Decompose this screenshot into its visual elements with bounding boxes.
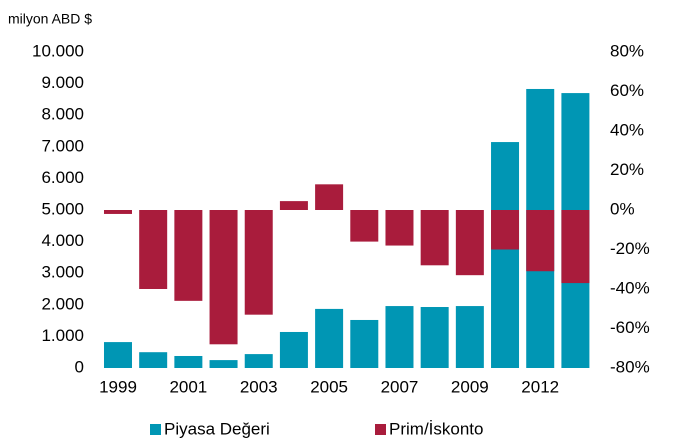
x-tick-label: 2012 (521, 377, 559, 396)
x-tick-label: 2007 (381, 377, 419, 396)
bar (103, 342, 132, 368)
bar (244, 210, 273, 315)
bar (209, 210, 238, 345)
y-tick-label: 7.000 (41, 136, 84, 155)
y-tick-label: 1.000 (41, 326, 84, 345)
bar (279, 201, 308, 210)
bar (526, 210, 555, 272)
x-tick-label: 2009 (451, 377, 489, 396)
bar (420, 307, 449, 368)
bar (455, 306, 484, 368)
bar (209, 360, 238, 368)
y2-tick-label: -40% (610, 278, 650, 297)
y-tick-label: 9.000 (41, 73, 84, 92)
bar (385, 306, 414, 368)
bar (350, 210, 379, 242)
x-tick-label: 1999 (99, 377, 137, 396)
y2-tick-label: 80% (610, 41, 644, 60)
bar (315, 308, 344, 368)
y-tick-label: 3.000 (41, 263, 84, 282)
bar (420, 210, 449, 266)
y-tick-label: 4.000 (41, 231, 84, 250)
legend-swatch (375, 424, 386, 435)
bar (315, 184, 344, 210)
legend-swatch (150, 424, 161, 435)
y2-tick-label: 40% (610, 120, 644, 139)
y2-tick-label: 60% (610, 81, 644, 100)
y2-tick-label: -60% (610, 318, 650, 337)
bar (139, 352, 168, 368)
x-tick-label: 2001 (169, 377, 207, 396)
bar (455, 210, 484, 276)
bar (103, 210, 132, 214)
y2-tick-label: -80% (610, 357, 650, 376)
legend-label: Piyasa Değeri (164, 419, 270, 438)
bar (350, 319, 379, 368)
bar (491, 210, 520, 250)
bar (561, 210, 590, 284)
axis-unit-label: milyon ABD $ (8, 11, 92, 27)
bar (174, 210, 203, 301)
y2-tick-label: 0% (610, 199, 635, 218)
y-tick-label: 10.000 (32, 41, 84, 60)
bar (279, 331, 308, 368)
legend-label: Prim/İskonto (389, 419, 483, 438)
bar (244, 354, 273, 368)
y-tick-label: 8.000 (41, 105, 84, 124)
y-tick-label: 6.000 (41, 168, 84, 187)
y2-tick-label: -20% (610, 239, 650, 258)
y-tick-label: 5.000 (41, 199, 84, 218)
bar (139, 210, 168, 289)
y-tick-label: 2.000 (41, 294, 84, 313)
bar (385, 210, 414, 246)
y-tick-label: 0 (75, 357, 84, 376)
bar (491, 142, 520, 368)
bar (174, 355, 203, 368)
x-tick-label: 2003 (240, 377, 278, 396)
y2-tick-label: 20% (610, 160, 644, 179)
x-tick-label: 2005 (310, 377, 348, 396)
